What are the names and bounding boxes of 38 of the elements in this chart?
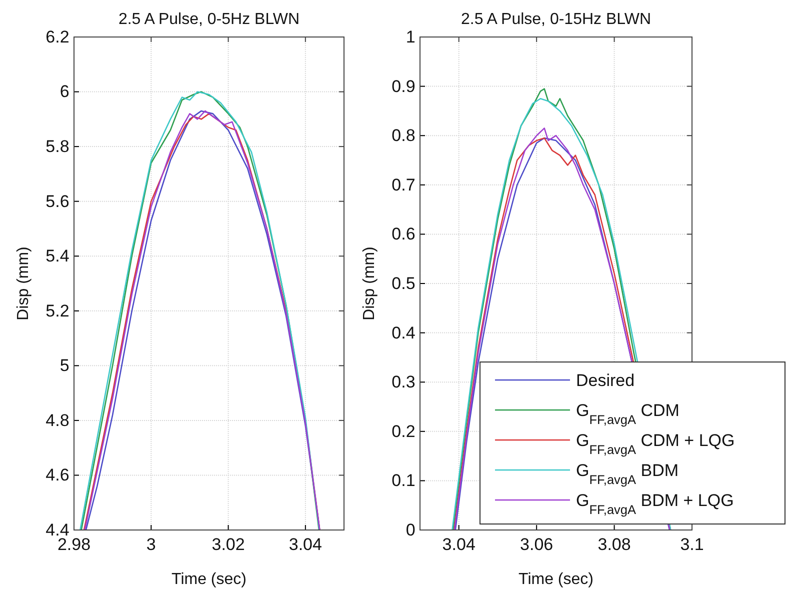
y-tick-label: 0.3 xyxy=(392,372,416,392)
x-tick-label: 3.04 xyxy=(288,535,322,554)
y-tick-label: 0.5 xyxy=(392,274,416,293)
y-tick-label: 4.6 xyxy=(46,466,70,485)
y-tick-label: 0.6 xyxy=(392,224,416,244)
x-tick-label: 3 xyxy=(146,535,156,554)
y-tick-label: 0.9 xyxy=(392,76,416,96)
y-tick-label: 0.2 xyxy=(392,422,416,441)
x-tick-label: 3.02 xyxy=(212,535,245,554)
y-tick-label: 0.8 xyxy=(392,126,416,146)
y-tick-label: 0.1 xyxy=(392,471,416,490)
y-tick-label: 5.2 xyxy=(46,301,70,320)
y-axis-title: Disp (mm) xyxy=(361,246,378,320)
x-tick-label: 3.04 xyxy=(442,535,476,554)
x-axis-title: Time (sec) xyxy=(172,571,246,588)
y-tick-label: 6 xyxy=(60,82,70,102)
y-tick-label: 0 xyxy=(406,520,416,540)
chart-title: 2.5 A Pulse, 0-15Hz BLWN xyxy=(460,11,652,28)
x-tick-label: 3.08 xyxy=(598,535,631,554)
y-tick-label: 5.6 xyxy=(46,192,70,211)
legend-label: G$_{FF,avgA}$ BDM + LQG xyxy=(576,491,734,516)
y-axis-title: Disp (mm) xyxy=(15,246,32,320)
x-tick-label: 3.1 xyxy=(680,535,704,554)
legend-label: G$_{FF,avgA}$ BDM xyxy=(576,461,679,486)
chart-title: 2.5 A Pulse, 0-5Hz BLWN xyxy=(118,11,300,28)
y-tick-label: 4.8 xyxy=(46,410,70,430)
y-tick-label: 1 xyxy=(406,27,416,46)
y-tick-label: 0.4 xyxy=(392,323,416,342)
y-tick-label: 5.8 xyxy=(46,136,70,156)
x-axis-title: Time (sec) xyxy=(518,571,594,588)
x-tick-label: 3.06 xyxy=(520,535,554,554)
y-tick-label: 0.7 xyxy=(392,175,416,194)
legend-label: G$_{FF,avgA}$ CDM xyxy=(576,401,680,426)
y-tick-label: 6.2 xyxy=(46,27,70,46)
legend-label: Desired xyxy=(576,371,635,390)
legend-label: G$_{FF,avgA}$ CDM + LQG xyxy=(576,431,735,456)
y-tick-label: 5 xyxy=(60,356,70,376)
y-tick-label: 5.4 xyxy=(46,246,70,266)
